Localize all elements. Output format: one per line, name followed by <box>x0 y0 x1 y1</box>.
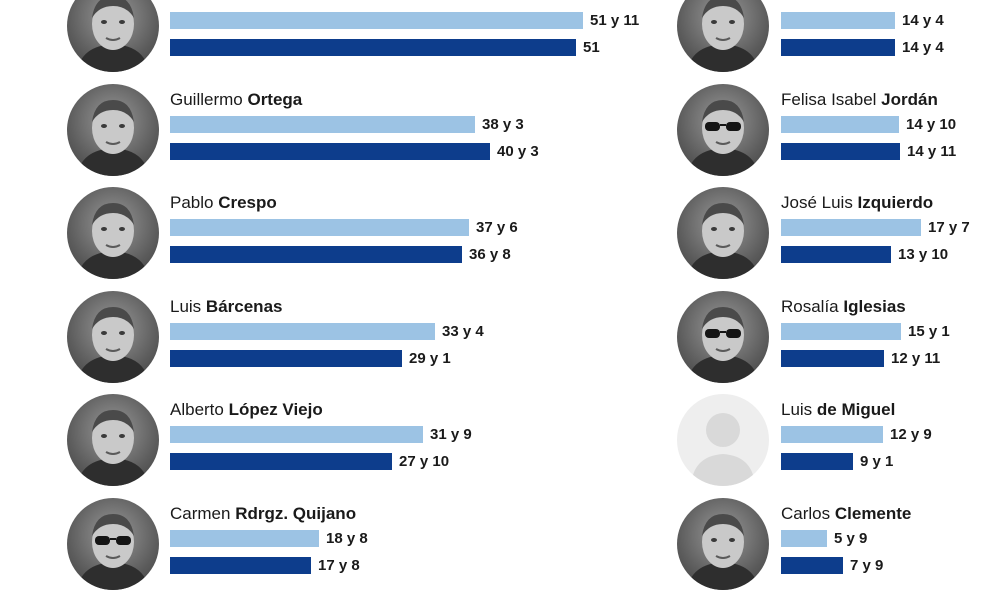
value-label: 18 y 8 <box>326 530 368 547</box>
value-label: 14 y 4 <box>902 12 944 29</box>
bar-light <box>781 426 883 444</box>
person-photo <box>677 187 769 280</box>
bar-light <box>781 115 899 133</box>
bar-dark <box>170 557 311 574</box>
bar-dark <box>170 142 490 160</box>
last-name: Izquierdo <box>857 193 934 213</box>
person-photo <box>67 187 159 280</box>
first-name: Guillermo <box>170 89 248 109</box>
first-name: José Luis <box>781 193 858 213</box>
last-name: López Viejo <box>228 400 323 420</box>
value-label: 51 y 11 <box>590 12 640 29</box>
last-name: Bárcenas <box>205 296 283 316</box>
last-name: Crespo <box>218 193 277 213</box>
person-name: Alberto López Viejo <box>170 400 323 420</box>
last-name: Ortega <box>247 89 303 109</box>
person-photo <box>677 290 769 383</box>
person-photo <box>67 83 159 176</box>
first-name: Rosalía <box>781 296 844 316</box>
person-photo <box>677 0 769 72</box>
last-name: Iglesias <box>843 296 906 316</box>
person-name: Felisa Isabel Jordán <box>781 90 938 110</box>
sentence-comparison-chart: 51 y 11 51 Guillermo Ortega 38 y 3 40 y 3 Pab… <box>67 0 970 590</box>
first-name: Pablo <box>170 193 219 213</box>
value-label: 17 y 7 <box>928 219 970 237</box>
value-label: 31 y 9 <box>430 426 472 444</box>
first-name: Luis <box>170 296 206 316</box>
first-name: Felisa Isabel <box>781 89 882 109</box>
person-photo <box>677 83 769 176</box>
first-name: Luis <box>781 400 817 420</box>
value-label: 36 y 8 <box>469 246 511 264</box>
value-label: 40 y 3 <box>497 142 539 160</box>
person-name: Pablo Crespo <box>170 193 277 213</box>
person-name: Luis de Miguel <box>781 400 895 420</box>
value-label: 37 y 6 <box>476 219 518 237</box>
bar-light <box>781 12 895 29</box>
value-label: 7 y 9 <box>850 557 884 574</box>
bar-light <box>781 530 827 547</box>
value-label: 14 y 11 <box>907 142 957 160</box>
value-label: 13 y 10 <box>898 246 949 264</box>
value-label: 33 y 4 <box>442 322 484 340</box>
person-photo <box>67 290 159 383</box>
value-label: 27 y 10 <box>399 453 450 471</box>
last-name: de Miguel <box>816 400 896 420</box>
value-label: 14 y 4 <box>902 39 944 56</box>
bar-dark <box>781 557 843 574</box>
bar-dark <box>170 349 402 367</box>
bar-dark <box>781 142 900 160</box>
bar-light <box>781 219 921 237</box>
value-label: 15 y 1 <box>908 322 950 340</box>
first-name: Carmen <box>170 504 236 523</box>
person-photo <box>67 394 159 487</box>
person-photo <box>677 498 769 590</box>
person-name: Guillermo Ortega <box>170 90 302 110</box>
value-label: 9 y 1 <box>860 453 894 471</box>
value-label: 17 y 8 <box>318 557 360 574</box>
person-name: Rosalía Iglesias <box>781 297 906 317</box>
first-name: Alberto <box>170 400 229 420</box>
bar-dark <box>781 246 891 264</box>
bar-dark <box>170 246 462 264</box>
first-name: Carlos <box>781 504 835 523</box>
person-name: Luis Bárcenas <box>170 297 282 317</box>
person-photo <box>67 0 159 72</box>
person-name: Carmen Rdrgz. Quijano <box>170 504 356 524</box>
bar-light <box>170 530 319 547</box>
value-label: 12 y 11 <box>891 349 941 367</box>
bar-light <box>170 219 469 237</box>
bar-dark <box>170 453 392 471</box>
value-label: 51 <box>583 39 600 56</box>
silhouette-avatar <box>677 394 769 487</box>
bar-dark <box>781 349 884 367</box>
bar-light <box>170 322 435 340</box>
bar-light <box>170 115 475 133</box>
bar-dark <box>170 39 576 56</box>
bar-light <box>170 12 583 29</box>
value-label: 38 y 3 <box>482 115 524 133</box>
bar-dark <box>781 39 895 56</box>
person-photo <box>67 498 159 590</box>
bar-light <box>781 322 901 340</box>
last-name: Jordán <box>881 89 938 109</box>
value-label: 12 y 9 <box>890 426 932 444</box>
last-name: Clemente <box>834 504 912 523</box>
value-label: 5 y 9 <box>834 530 868 547</box>
value-label: 14 y 10 <box>906 115 957 133</box>
person-name: Carlos Clemente <box>781 504 911 524</box>
last-name: Rdrgz. Quijano <box>235 504 357 523</box>
bar-dark <box>781 453 853 471</box>
person-name: José Luis Izquierdo <box>781 193 933 213</box>
bar-light <box>170 426 423 444</box>
value-label: 29 y 1 <box>409 349 451 367</box>
